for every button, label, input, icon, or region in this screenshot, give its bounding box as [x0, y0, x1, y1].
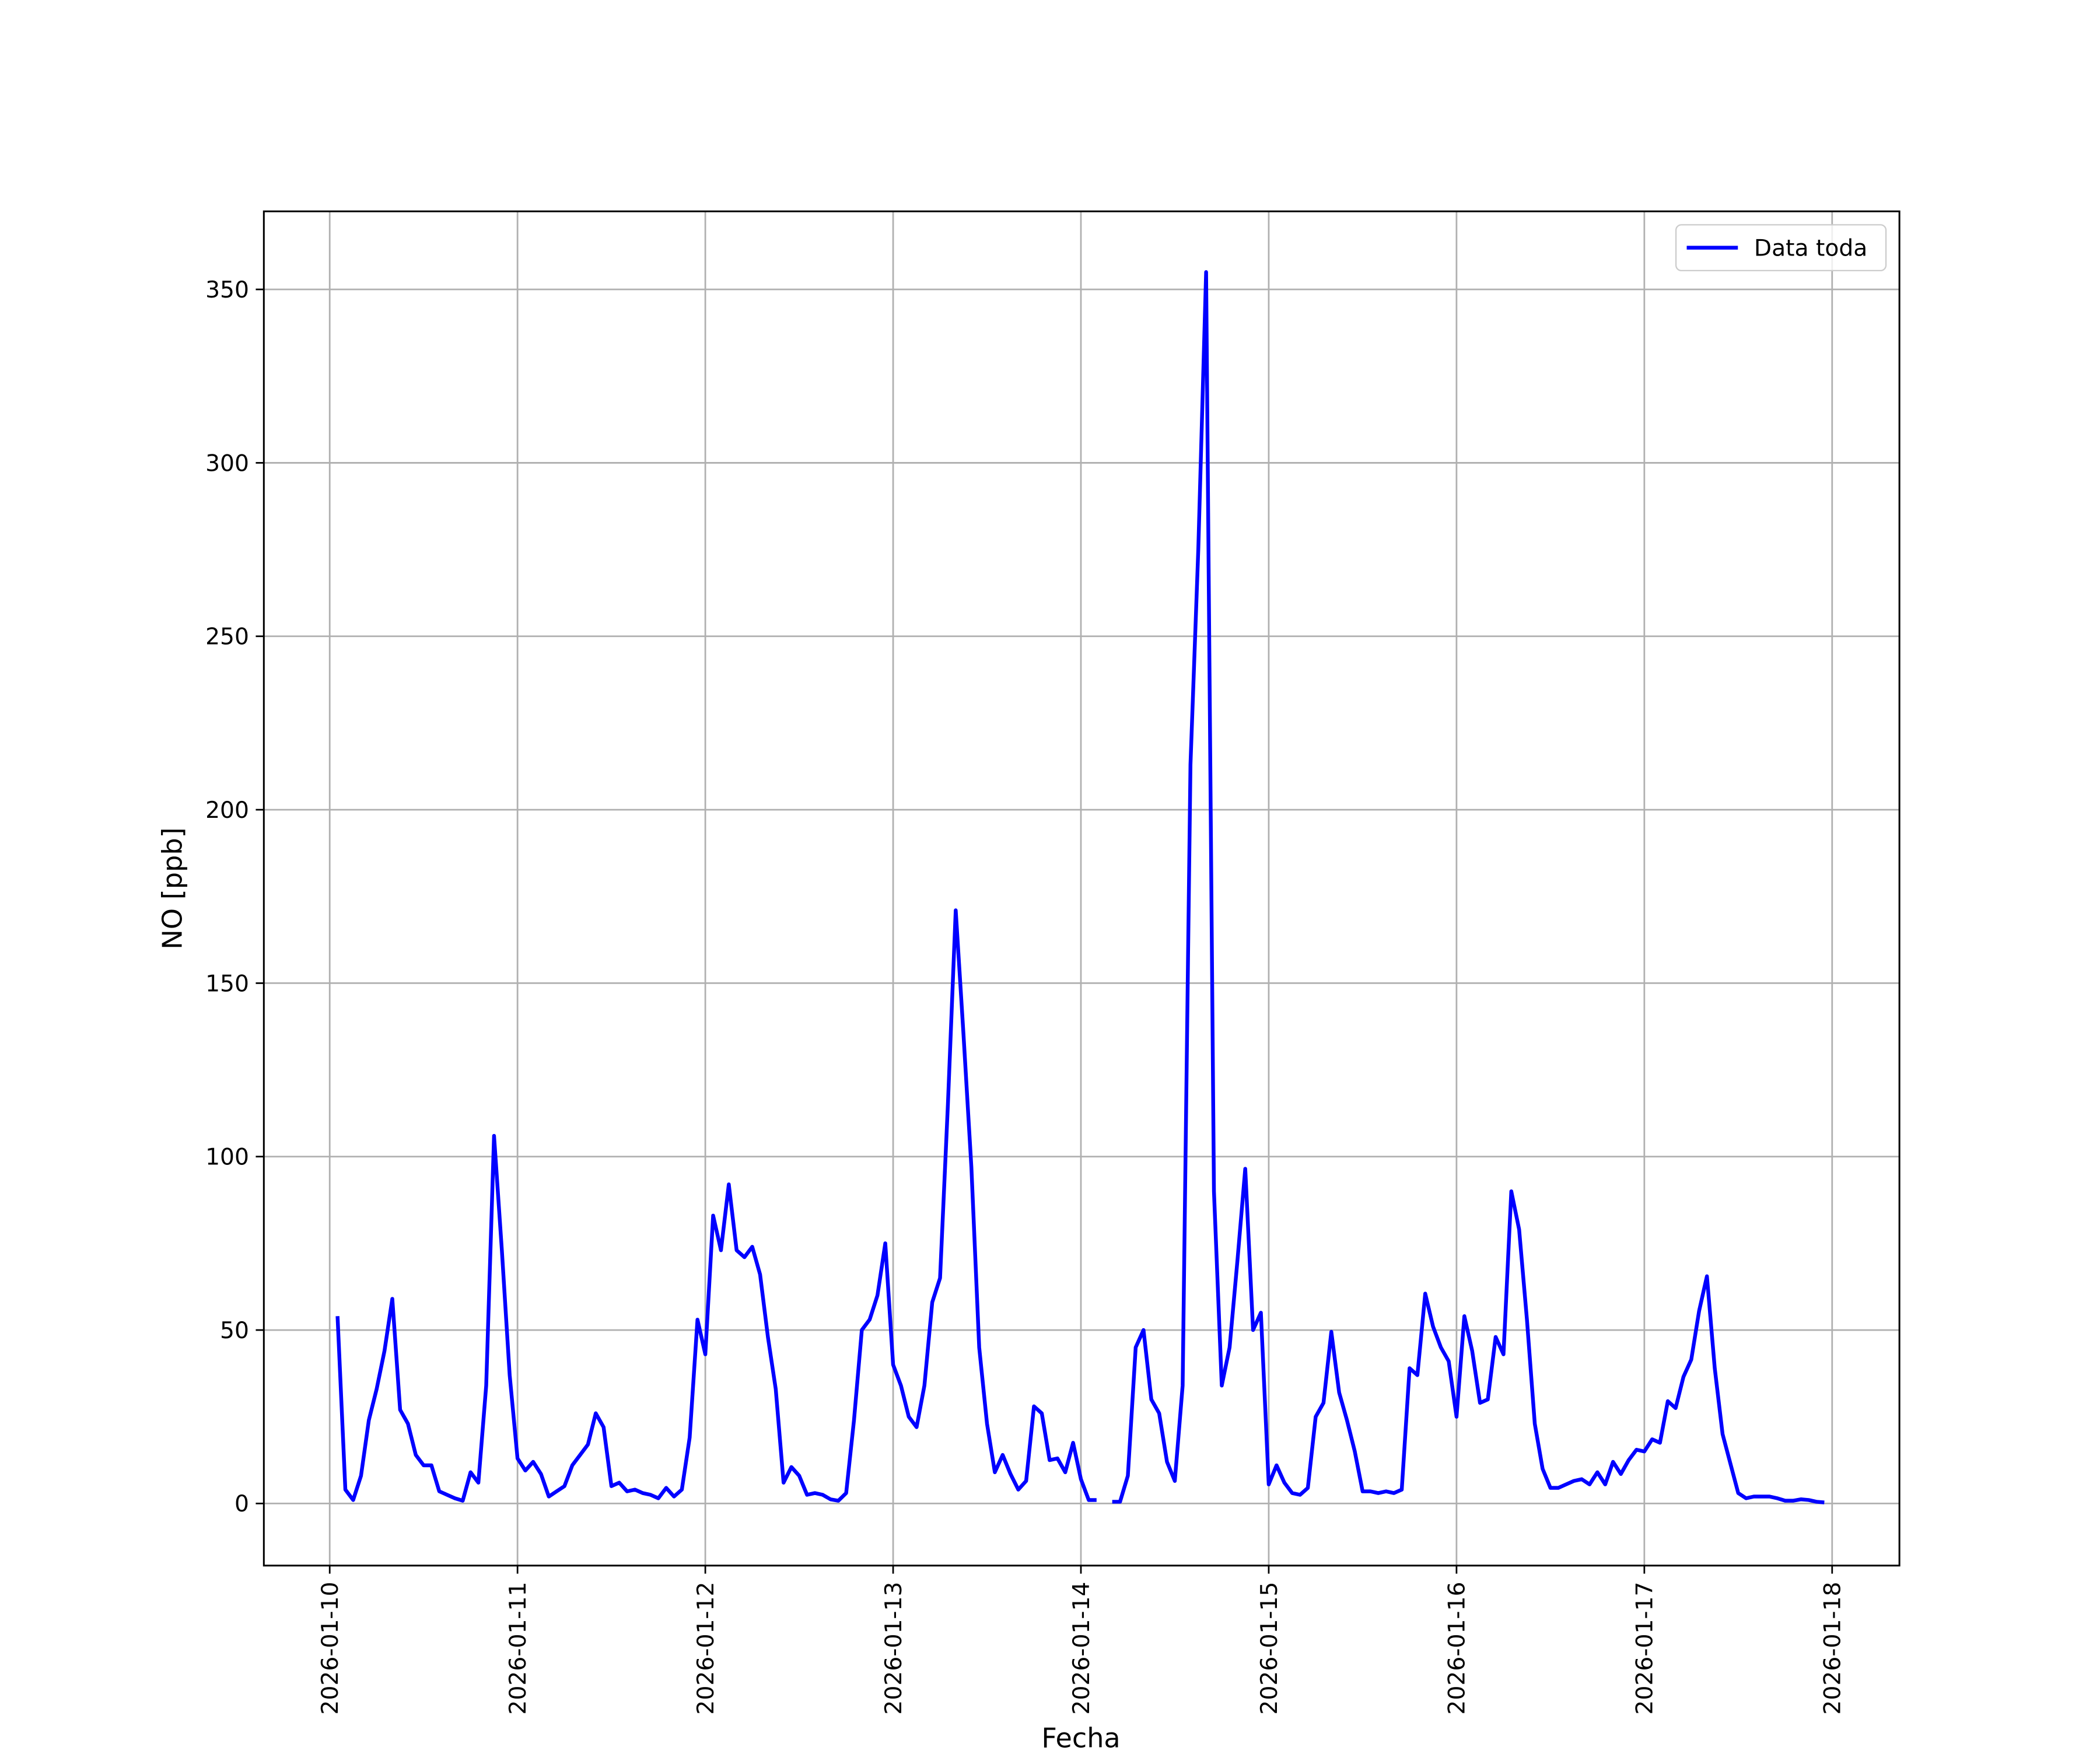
y-tick-label: 350 [205, 277, 249, 303]
x-tick-label: 2026-01-18 [1820, 1582, 1846, 1715]
x-tick-label: 2026-01-11 [505, 1582, 531, 1715]
x-tick-label: 2026-01-13 [881, 1582, 907, 1715]
y-tick-label: 250 [205, 624, 249, 650]
y-tick-label: 50 [220, 1318, 249, 1344]
data-line [335, 270, 1825, 1504]
y-axis-label: NO [ppb] [157, 827, 188, 949]
x-tick-label: 2026-01-15 [1256, 1582, 1283, 1715]
x-tick-label: 2026-01-17 [1632, 1582, 1658, 1715]
plot [335, 270, 1825, 1504]
y-tick-label: 0 [235, 1491, 249, 1517]
x-axis-label: Fecha [1041, 1722, 1120, 1750]
x-tick-label: 2026-01-12 [693, 1582, 719, 1715]
x-tick-label: 2026-01-16 [1444, 1582, 1471, 1715]
legend: Data toda [1675, 224, 1887, 271]
y-tick-label: 300 [205, 450, 249, 477]
y-tick-label: 200 [205, 797, 249, 824]
legend-label: Data toda [1754, 235, 1867, 261]
y-tick-label: 150 [205, 971, 249, 997]
legend-box [1675, 224, 1887, 271]
x-tick-label: 2026-01-14 [1069, 1582, 1095, 1715]
x-tick-label: 2026-01-10 [317, 1582, 344, 1715]
y-tick-label: 100 [205, 1144, 249, 1171]
